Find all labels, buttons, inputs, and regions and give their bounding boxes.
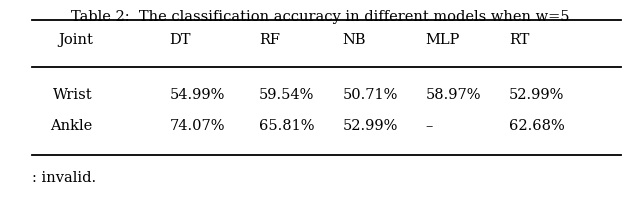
- Text: NB: NB: [342, 33, 366, 47]
- Text: 52.99%: 52.99%: [509, 88, 564, 102]
- Text: 59.54%: 59.54%: [259, 88, 315, 102]
- Text: DT: DT: [170, 33, 191, 47]
- Text: 74.07%: 74.07%: [170, 119, 225, 133]
- Text: Wrist: Wrist: [53, 88, 93, 102]
- Text: 62.68%: 62.68%: [509, 119, 564, 133]
- Text: 58.97%: 58.97%: [426, 88, 481, 102]
- Text: RT: RT: [509, 33, 529, 47]
- Text: Joint: Joint: [58, 33, 93, 47]
- Text: 52.99%: 52.99%: [342, 119, 398, 133]
- Text: –: –: [426, 119, 433, 133]
- Text: 65.81%: 65.81%: [259, 119, 315, 133]
- Text: : invalid.: : invalid.: [32, 171, 96, 185]
- Text: RF: RF: [259, 33, 280, 47]
- Text: MLP: MLP: [426, 33, 460, 47]
- Text: 50.71%: 50.71%: [342, 88, 398, 102]
- Text: 54.99%: 54.99%: [170, 88, 225, 102]
- Text: Ankle: Ankle: [51, 119, 93, 133]
- Text: Table 2:  The classification accuracy in different models when w=5: Table 2: The classification accuracy in …: [71, 10, 569, 24]
